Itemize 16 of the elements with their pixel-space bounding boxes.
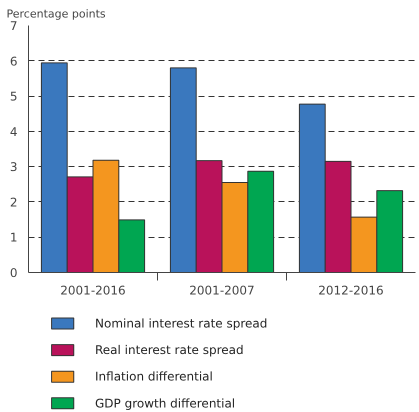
legend-label: Nominal interest rate spread (95, 316, 268, 330)
x-tick-label: 2001-2016 (60, 284, 126, 298)
y-tick-label: 5 (10, 90, 18, 104)
y-axis-title: Percentage points (6, 8, 106, 20)
y-tick-label: 1 (10, 230, 18, 245)
y-tick-label: 4 (10, 124, 18, 139)
legend-label: Inflation differential (95, 370, 213, 384)
y-tick-label: 0 (10, 266, 18, 280)
x-tick-label: 2001-2007 (189, 284, 255, 298)
y-tick-label: 2 (10, 195, 18, 210)
x-tick-label: 2012-2016 (318, 284, 384, 298)
legend-label: Real interest rate spread (95, 343, 244, 358)
y-tick-label: 7 (10, 19, 18, 33)
y-tick-label: 3 (10, 160, 18, 174)
y-tick-label: 6 (10, 54, 18, 68)
legend-label: GDP growth differential (95, 396, 236, 410)
